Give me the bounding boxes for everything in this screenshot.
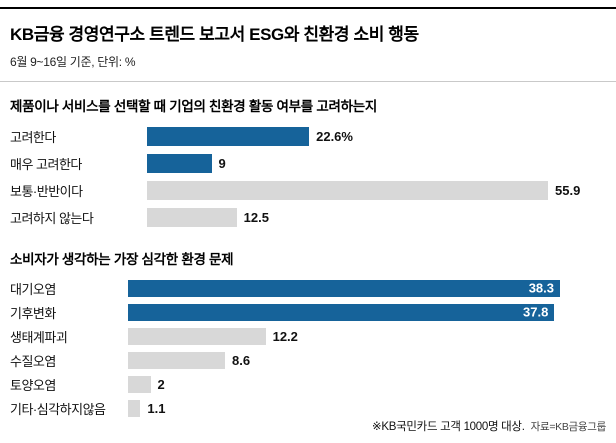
chart-section-environment: 소비자가 생각하는 가장 심각한 환경 문제 대기오염 38.3 기후변화 37.8 생… [10,248,606,420]
bar-track: 55.9 [147,181,580,200]
bar-track: 12.2 [128,327,560,345]
bar-label: 고려한다 [10,130,56,145]
page-title: KB금융 경영연구소 트렌드 보고서 ESG와 친환경 소비 행동 [10,25,419,44]
bar-track: 2 [128,375,560,393]
bar-track: 1.1 [128,399,560,417]
bar-row: 고려한다 22.6% [10,123,606,150]
divider [0,81,616,82]
bar-value: 22.6% [316,129,353,144]
bar-value: 2 [157,376,165,392]
bar-label: 생태계파괴 [10,329,68,345]
bar-value: 9 [218,156,226,171]
bar-fill [147,208,237,227]
chart1-title: 제품이나 서비스를 선택할 때 기업의 친환경 활동 여부를 고려하는지 [10,99,377,114]
bar-row: 고려하지 않는다 12.5 [10,204,606,231]
bar-label: 매우 고려한다 [10,157,82,172]
footnote: ※KB국민카드 고객 1000명 대상. 자료=KB금융그룹 [372,418,606,434]
source-note: 자료=KB금융그룹 [530,421,607,433]
bar-track: 37.8 [128,303,560,321]
bar-row: 매우 고려한다 9 [10,150,606,177]
bar-fill [128,327,266,345]
chart2-title: 소비자가 생각하는 가장 심각한 환경 문제 [10,252,234,267]
bar-label: 고려하지 않는다 [10,211,94,226]
bar-fill [128,351,225,369]
sample-note: ※KB국민카드 고객 1000명 대상. [372,421,525,433]
bar-value: 1.1 [147,400,166,416]
bar-row: 기후변화 37.8 [10,300,606,324]
bar-value: 8.6 [232,352,251,368]
bar-fill [128,399,141,417]
bar-fill: 38.3 [128,279,560,297]
bar-label: 기후변화 [10,305,56,321]
bar-label: 수질오염 [10,353,56,369]
bar-track: 12.5 [147,208,548,227]
bar-label: 대기오염 [10,281,56,297]
bar-value: 38.3 [528,280,554,296]
bar-row: 생태계파괴 12.2 [10,324,606,348]
bar-value: 55.9 [555,183,581,198]
bar-label: 기타·심각하지않음 [10,401,106,417]
bar-fill [147,127,310,146]
bar-value: 12.2 [272,328,298,344]
bar-track: 9 [147,154,548,173]
bar-track: 22.6% [147,127,548,146]
bar-row: 보통·반반이다 55.9 [10,177,606,204]
bar-label: 보통·반반이다 [10,184,83,199]
chart-section-consideration: 제품이나 서비스를 선택할 때 기업의 친환경 활동 여부를 고려하는지 고려한… [10,95,606,231]
bar-fill [147,181,548,200]
bar-fill [128,375,151,393]
bar-value: 37.8 [523,304,549,320]
bar-track: 8.6 [128,351,560,369]
subtitle: 6월 9~16일 기준, 단위: % [10,55,136,69]
bar-row: 토양오염 2 [10,372,606,396]
bar-fill [147,154,212,173]
bar-row: 기타·심각하지않음 1.1 [10,396,606,420]
bar-row: 대기오염 38.3 [10,276,606,300]
chart2-bars: 대기오염 38.3 기후변화 37.8 생태계파괴 12.2 수질오염 8.6 토양오염 2 기타·… [10,276,606,420]
top-rule [0,7,616,9]
bar-row: 수질오염 8.6 [10,348,606,372]
chart1-bars: 고려한다 22.6% 매우 고려한다 9 보통·반반이다 55.9 고려하지 않는다 12.5 [10,123,606,231]
bar-track: 38.3 [128,279,560,297]
bar-label: 토양오염 [10,377,56,393]
bar-fill: 37.8 [128,303,555,321]
bar-value: 12.5 [243,210,269,225]
